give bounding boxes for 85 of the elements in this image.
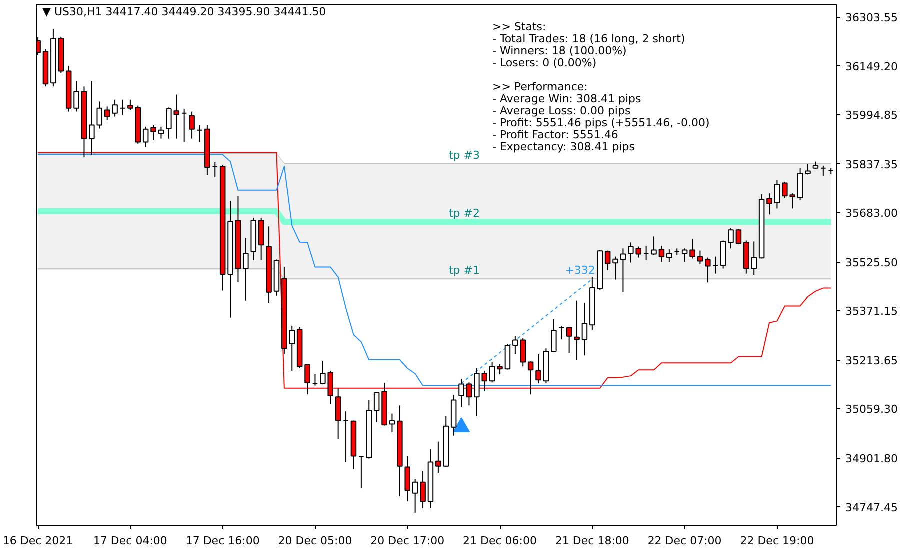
candlestick <box>574 300 580 361</box>
y-tick-label: 35213.65 <box>846 354 898 368</box>
y-tick-label: 35525.50 <box>846 256 898 270</box>
x-tick-label: 16 Dec 2021 <box>2 534 74 548</box>
annotation: >> Performance: <box>492 80 588 94</box>
candlestick <box>181 108 188 143</box>
series-label: tp #2 <box>448 207 480 220</box>
annotation: - Expectancy: 308.41 pips <box>492 140 636 154</box>
annotation: +332 <box>565 264 596 278</box>
candlestick <box>536 354 542 384</box>
x-tick-label: 21 Dec 06:00 <box>463 534 538 548</box>
y-tick-label: 35371.15 <box>846 305 898 318</box>
series-label: tp #1 <box>448 264 480 278</box>
y-tick-label: 35837.35 <box>846 158 898 172</box>
candlestick <box>458 378 464 408</box>
candlestick <box>774 180 780 210</box>
candlestick <box>658 246 665 263</box>
x-tick-label: 22 Dec 07:00 <box>648 534 722 548</box>
candlestick <box>558 326 565 340</box>
candlestick <box>504 343 511 370</box>
candlestick <box>666 249 672 263</box>
annotation: - Average Win: 308.41 pips <box>492 92 642 106</box>
candlestick <box>705 257 711 284</box>
y-tick-label: 36303.55 <box>846 12 898 25</box>
x-tick-label: 17 Dec 16:00 <box>186 534 260 548</box>
candlestick <box>489 362 496 384</box>
x-tick-label: 17 Dec 04:00 <box>93 534 168 548</box>
y-tick-label: 36149.20 <box>846 60 898 74</box>
candlestick <box>497 364 503 375</box>
annotation: - Profit Factor: 5551.46 <box>492 128 618 142</box>
series-label: tp #3 <box>448 149 480 162</box>
y-tick-label: 34901.80 <box>846 452 898 466</box>
annotation: - Profit: 5551.46 pips (+5551.46, -0.00) <box>492 116 710 130</box>
candlestick <box>604 250 611 271</box>
candlestick <box>89 80 95 156</box>
x-tick-label: 20 Dec 17:00 <box>370 534 445 548</box>
candlestick <box>551 318 557 353</box>
candlestick <box>343 411 349 463</box>
candlestick <box>766 193 772 216</box>
candlestick <box>374 392 380 423</box>
candlestick <box>612 256 618 280</box>
candlestick <box>212 162 218 178</box>
candlestick <box>120 99 126 116</box>
annotation: - Winners: 18 (100.00%) <box>492 44 627 58</box>
candlestick <box>697 250 704 265</box>
candlestick <box>582 302 588 356</box>
y-tick-label: 35683.00 <box>846 206 898 220</box>
x-tick-label: 20 Dec 05:00 <box>278 534 352 548</box>
candlestick <box>736 228 742 245</box>
candlestick <box>566 326 572 354</box>
candlestick <box>651 236 657 256</box>
annotation: - Average Loss: 0.00 pips <box>492 104 631 118</box>
candlestick <box>96 101 103 130</box>
candlestick <box>196 124 203 143</box>
x-tick-label: 21 Dec 18:00 <box>555 534 630 548</box>
candlestick <box>690 238 696 260</box>
candlestick <box>420 470 426 510</box>
candlestick <box>720 240 726 270</box>
candlestick <box>150 124 156 141</box>
candlestick <box>643 246 650 261</box>
candlestick <box>682 248 688 263</box>
candlestick <box>104 106 110 121</box>
candlestick <box>74 80 80 112</box>
candlestick <box>412 478 418 514</box>
annotation: >> Stats: <box>492 20 546 34</box>
candlestick <box>142 126 149 148</box>
candlestick <box>112 99 118 118</box>
candlestick <box>712 256 718 274</box>
candlestick <box>820 165 826 176</box>
x-tick-label: 22 Dec 19:00 <box>740 534 814 548</box>
candlestick <box>158 126 164 140</box>
candlestick <box>358 456 364 489</box>
candlestick <box>620 248 626 293</box>
candlestick <box>312 374 318 386</box>
y-tick-label: 34747.45 <box>846 501 898 514</box>
y-tick-label: 35059.30 <box>846 403 898 416</box>
candlestick <box>404 456 411 502</box>
chart-title: ▼ US30,H1 34417.40 34449.20 34395.90 34441.50 <box>42 6 326 18</box>
candlestick <box>728 228 734 250</box>
candlestick <box>243 238 249 302</box>
annotation: - Total Trades: 18 (16 long, 2 short) <box>492 32 686 46</box>
candlestick <box>389 413 396 433</box>
annotation: - Losers: 0 (0.00%) <box>492 56 597 70</box>
candlestick <box>189 111 195 140</box>
y-tick-label: 35994.85 <box>846 108 898 122</box>
